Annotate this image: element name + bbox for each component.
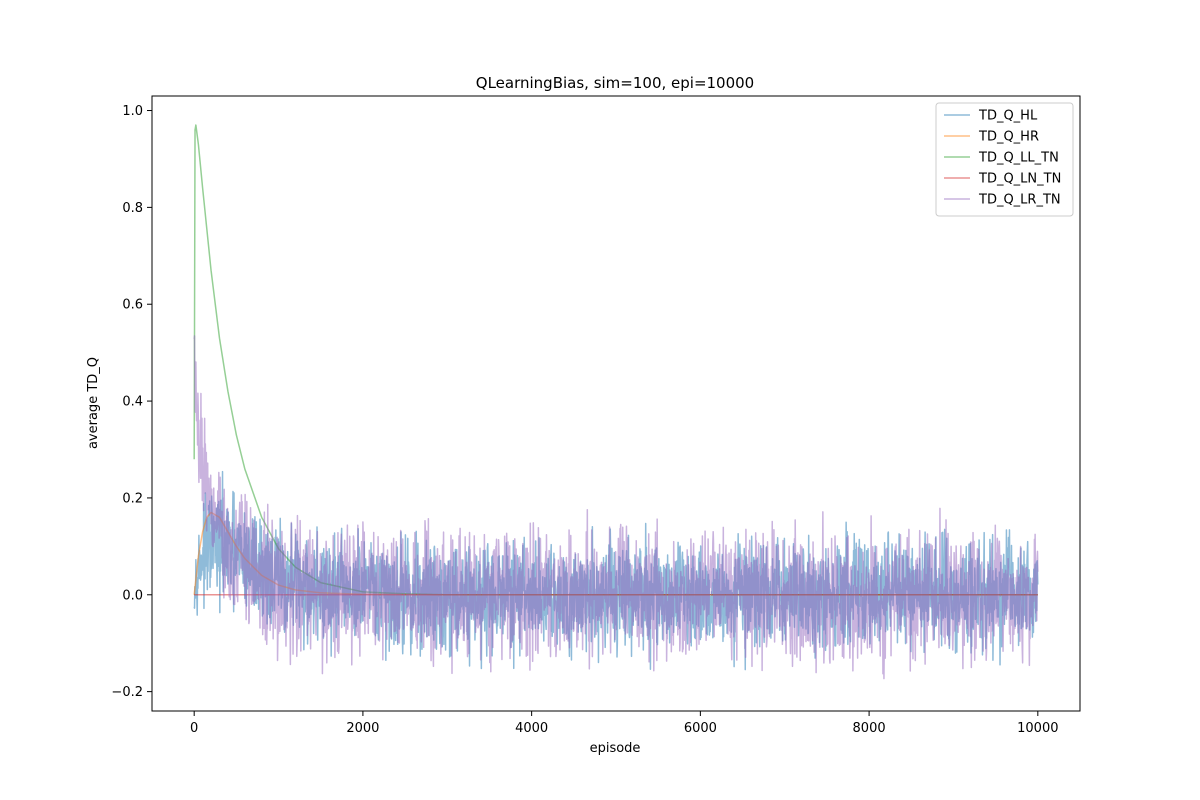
y-tick-label: 0.4 — [122, 395, 143, 410]
legend-label: TD_Q_LL_TN — [978, 151, 1059, 166]
legend-label: TD_Q_HR — [978, 130, 1039, 145]
y-axis-label: average TD_Q — [86, 357, 101, 449]
legend-box — [935, 102, 1074, 217]
legend-label: TD_Q_LN_TN — [978, 172, 1061, 187]
y-tick-label: 1.0 — [122, 104, 143, 119]
legend-label: TD_Q_LR_TN — [978, 193, 1061, 208]
y-tick-label: 0.8 — [122, 201, 143, 216]
y-tick-label: 0.0 — [122, 588, 143, 603]
plot-frame — [151, 95, 1081, 712]
chart-title: QLearningBias, sim=100, epi=10000 — [476, 74, 754, 92]
legend: TD_Q_HL TD_Q_HR TD_Q_LL_TN TD_Q_LN_TN TD_Q_L… — [935, 102, 1074, 217]
x-tick-label: 8000 — [853, 721, 886, 736]
y-tick-label: −0.2 — [111, 685, 143, 700]
y-axis: −0.2 0.0 0.2 0.4 0.6 0.8 1.0 — [111, 104, 152, 700]
x-tick-label: 4000 — [515, 721, 548, 736]
x-tick-label: 6000 — [684, 721, 717, 736]
y-tick-label: 0.2 — [122, 491, 143, 506]
series-line-td-q-lr-tn — [193, 335, 1039, 680]
plot-area — [193, 124, 1039, 680]
x-axis: 0 2000 4000 6000 8000 10000 — [190, 711, 1058, 736]
x-tick-label: 2000 — [346, 721, 379, 736]
legend-label: TD_Q_HL — [978, 109, 1038, 124]
x-tick-label: 10000 — [1017, 721, 1058, 736]
x-axis-label: episode — [590, 741, 641, 756]
x-tick-label: 0 — [190, 721, 198, 736]
y-tick-label: 0.6 — [122, 298, 143, 313]
